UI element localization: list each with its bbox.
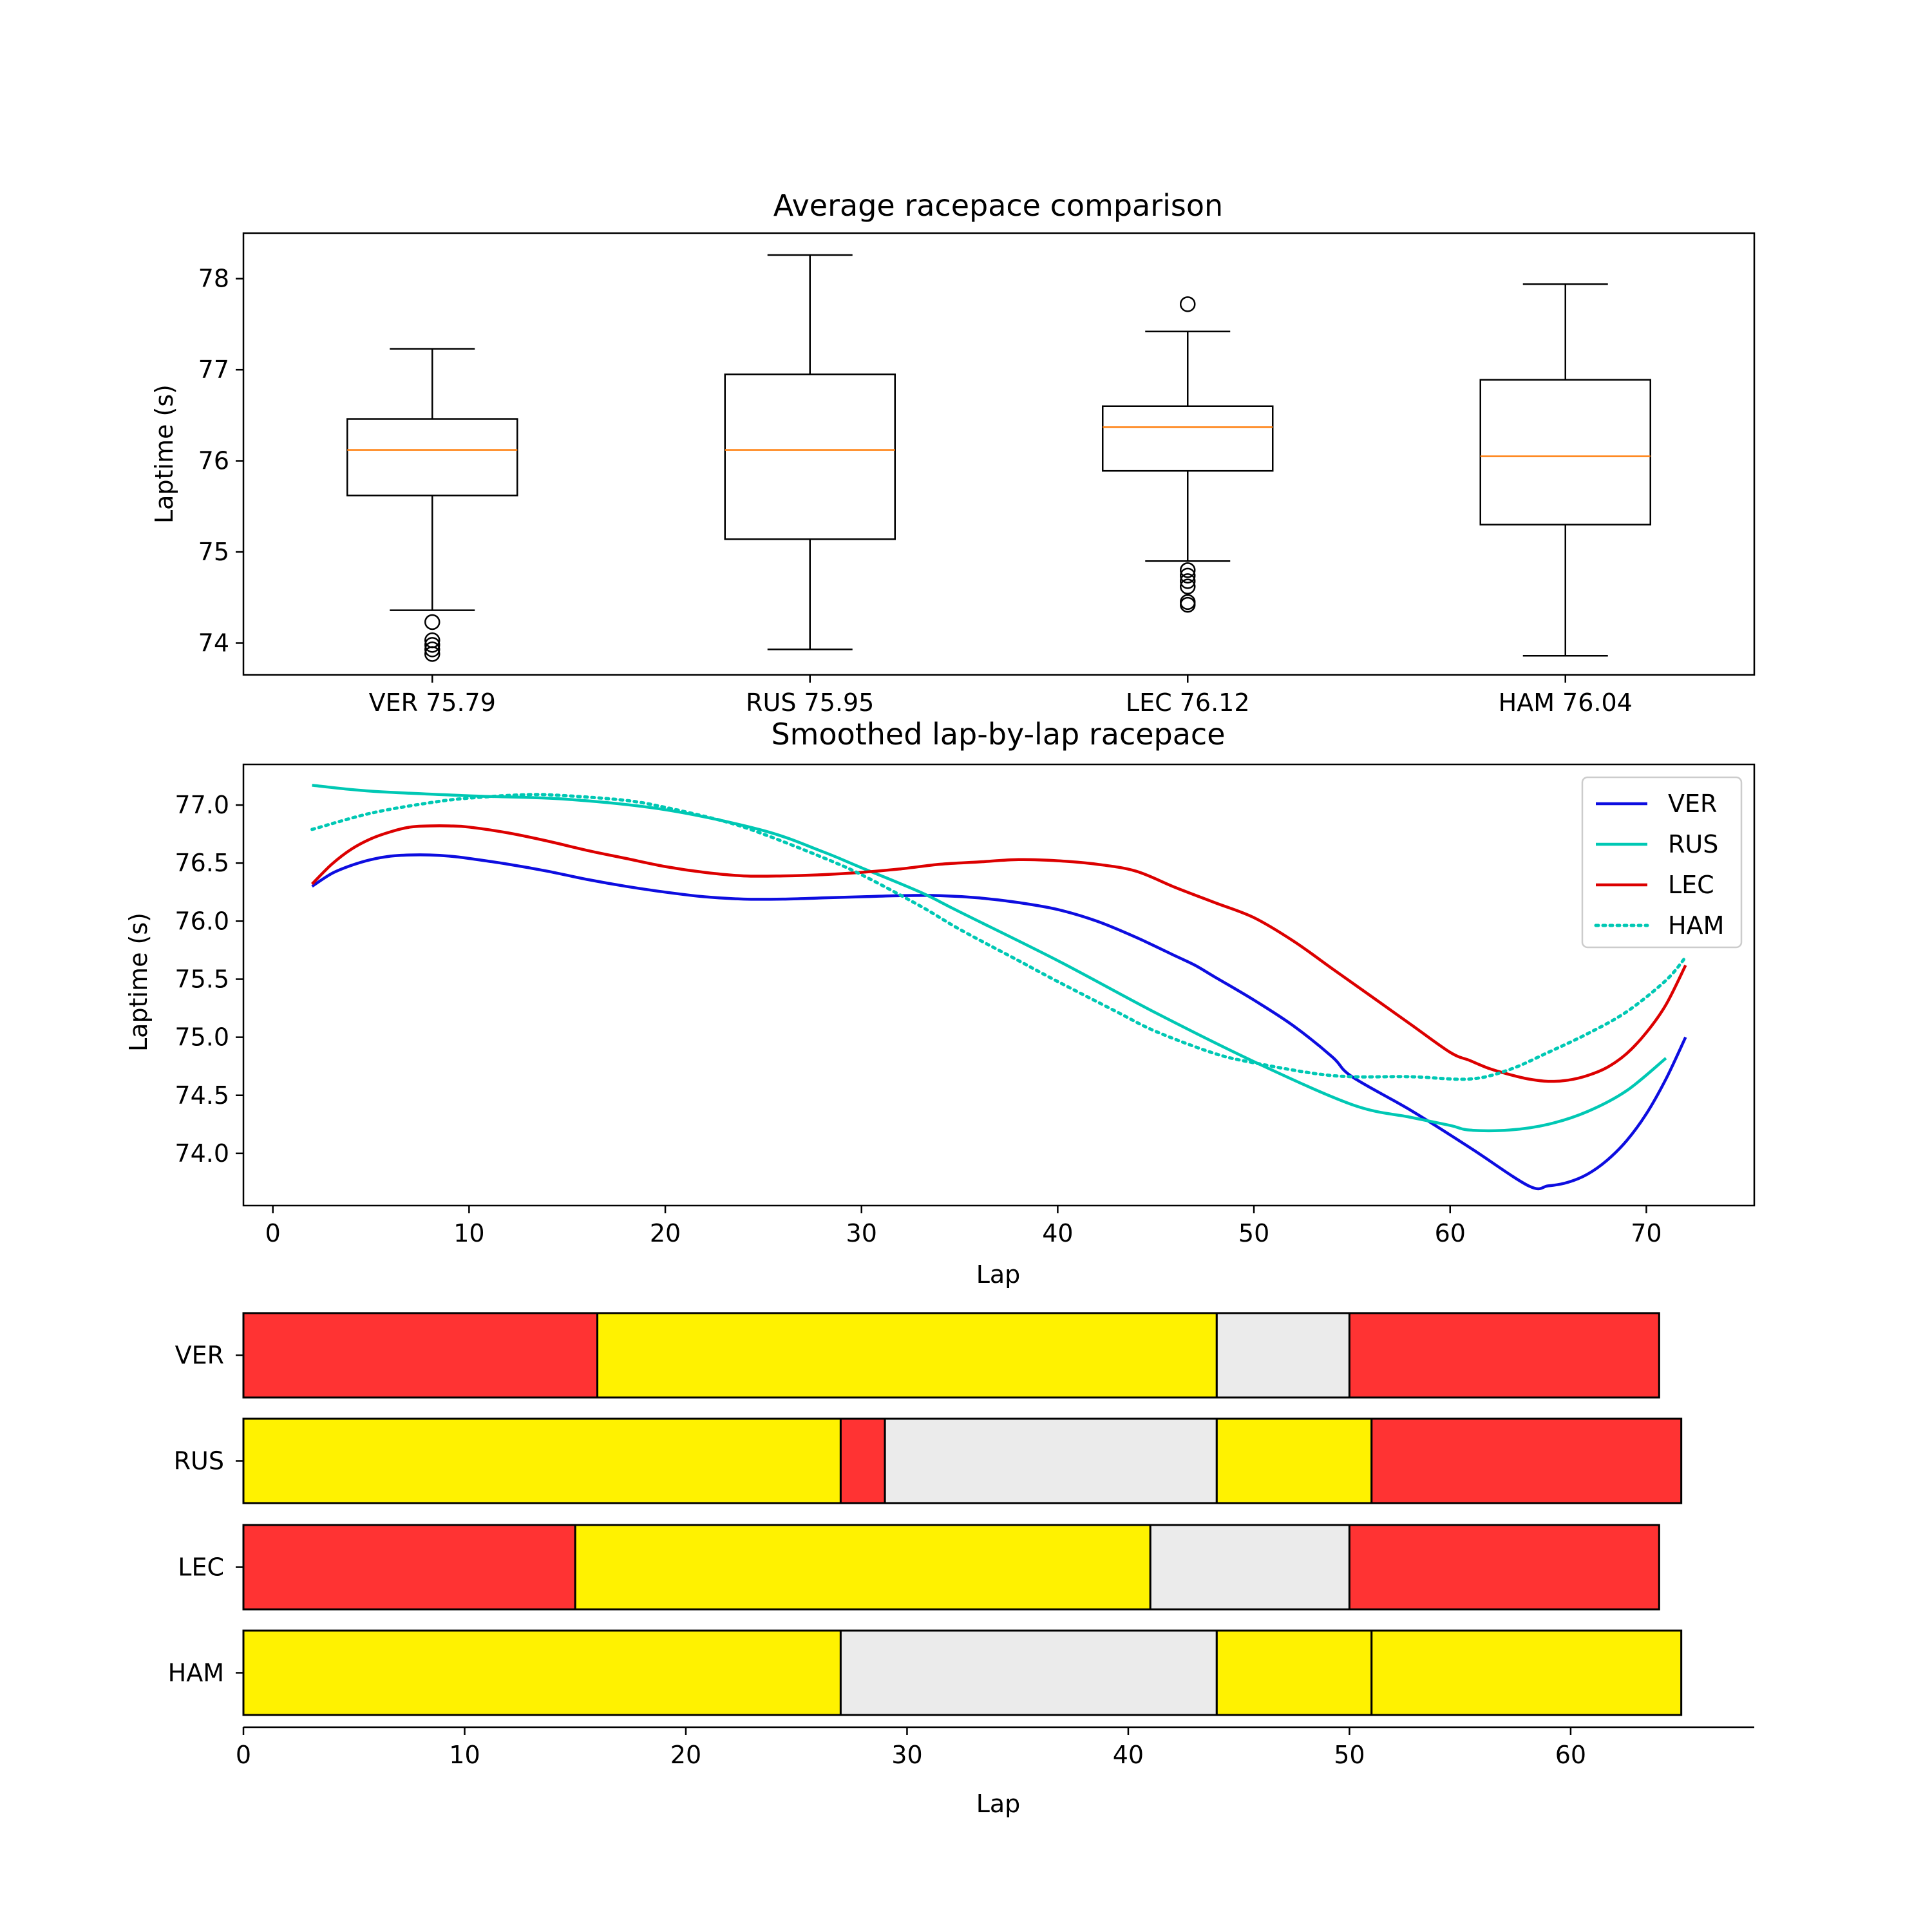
line-x-tick-label: 20 [650,1219,681,1247]
boxplot-x-tick-label: VER 75.79 [369,688,496,717]
line-x-tick-label: 0 [265,1219,281,1247]
line-series-rus [312,784,1667,1133]
boxplot-box [1102,405,1274,472]
stint-bar-ver [242,1312,599,1399]
boxplot-title: Average racepace comparison [773,188,1223,223]
stint-bar-ver [596,1312,1218,1399]
line-axes-frame [242,763,1756,1207]
boxplot-flier [424,646,440,662]
stint-driver-label: HAM [168,1659,224,1687]
boxplot-y-tick-label: 76 [198,447,229,475]
legend-label-rus: RUS [1668,830,1718,858]
stint-bar-lec [1348,1524,1660,1611]
line-x-tick-label: 40 [1042,1219,1073,1247]
stint-x-tick-label: 60 [1555,1741,1586,1769]
boxplot-box [724,373,896,540]
boxplot-flier [1180,567,1196,584]
line-y-tick-label: 75.5 [175,965,229,993]
boxplot-flier [1180,596,1196,613]
boxplot-y-axis-label: Laptime (s) [150,384,178,524]
boxplot-axes-frame [242,232,1756,676]
line-chart-title: Smoothed lap-by-lap racepace [771,717,1225,752]
boxplot-box [1479,379,1651,526]
line-plot-area: 0 10 20 30 40 50 60 70 74.0 74.5 75.0 75.5 76.0 76.5 7… [175,784,1687,1247]
boxplot-panel: Average racepace comparison Laptime (s) … [150,188,1756,717]
stint-bar-ham [1215,1629,1373,1716]
line-y-axis-label: Laptime (s) [124,913,153,1052]
stint-x-axis-label: Lap [976,1790,1021,1818]
boxplot-x-tick-label: LEC 76.12 [1126,688,1250,717]
line-x-tick-label: 50 [1238,1219,1269,1247]
line-series-ver [311,853,1687,1191]
boxplot-flier [424,637,440,653]
boxplot-flier [1180,296,1196,312]
stint-bar-ver [1215,1312,1350,1399]
stint-x-tick-label: 0 [236,1741,251,1769]
line-x-tick-label: 70 [1631,1219,1662,1247]
line-legend: VER RUS LEC HAM [1581,776,1743,949]
stint-bar-ham [1370,1629,1683,1716]
line-x-tick-label: 30 [846,1219,877,1247]
stint-bar-ver [1348,1312,1660,1399]
line-y-tick-label: 74.5 [175,1081,229,1110]
line-y-tick-label: 77.0 [175,791,229,819]
boxplot-flier [424,641,440,658]
boxplot-y-tick-label: 75 [198,538,229,566]
legend-label-lec: LEC [1668,871,1714,899]
stint-panel: Lap VER RUS LEC HAM 0 10 20 30 40 50 60 [168,1312,1754,1818]
stint-bar-rus [1215,1417,1373,1504]
stint-x-tick-label: 40 [1113,1741,1144,1769]
line-y-tick-label: 75.0 [175,1023,229,1052]
boxplot-plot-area: 74 75 76 77 78 VER 75.79 RUS 75.95 LEC 76.12 HAM… [198,254,1651,717]
stint-x-tick-label: 30 [891,1741,922,1769]
stint-x-tick-label: 20 [670,1741,701,1769]
boxplot-y-tick-label: 77 [198,355,229,384]
stint-driver-label: RUS [174,1447,224,1475]
line-y-tick-label: 76.0 [175,907,229,935]
stint-bar-lec [242,1524,576,1611]
boxplot-flier [1180,578,1196,595]
line-x-axis-label: Lap [976,1260,1021,1289]
line-x-tick-label: 60 [1435,1219,1466,1247]
boxplot-y-tick-label: 74 [198,629,229,657]
stint-bar-rus [1370,1417,1683,1504]
stint-bar-ham [242,1629,842,1716]
stint-bar-rus [839,1417,886,1504]
stint-x-tick-label: 50 [1334,1741,1365,1769]
stint-driver-label: VER [175,1341,224,1370]
stint-bar-lec [574,1524,1151,1611]
stint-bar-rus [242,1417,842,1504]
boxplot-flier [424,614,440,630]
boxplot-flier [1180,562,1196,578]
stint-x-tick-label: 10 [449,1741,480,1769]
legend-frame [1581,776,1743,949]
boxplot-y-tick-label: 78 [198,265,229,293]
boxplot-flier [1180,573,1196,589]
line-series-lec [311,824,1687,1083]
line-panel: Smoothed lap-by-lap racepace Laptime (s)… [124,717,1756,1289]
line-y-tick-label: 74.0 [175,1139,229,1168]
boxplot-x-tick-label: HAM 76.04 [1499,688,1633,717]
boxplot-box [346,418,518,497]
line-series-ham [310,793,1687,1081]
legend-label-ver: VER [1668,790,1717,818]
stint-bar-ham [839,1629,1218,1716]
boxplot-x-tick-label: RUS 75.95 [746,688,874,717]
stint-bar-lec [1149,1524,1350,1611]
legend-label-ham: HAM [1668,911,1724,940]
line-y-tick-label: 76.5 [175,849,229,877]
stint-bar-rus [884,1417,1218,1504]
stint-driver-label: LEC [178,1553,224,1582]
line-x-tick-label: 10 [453,1219,484,1247]
stint-plot-area: VER RUS LEC HAM 0 10 20 30 40 50 60 [168,1312,1754,1769]
